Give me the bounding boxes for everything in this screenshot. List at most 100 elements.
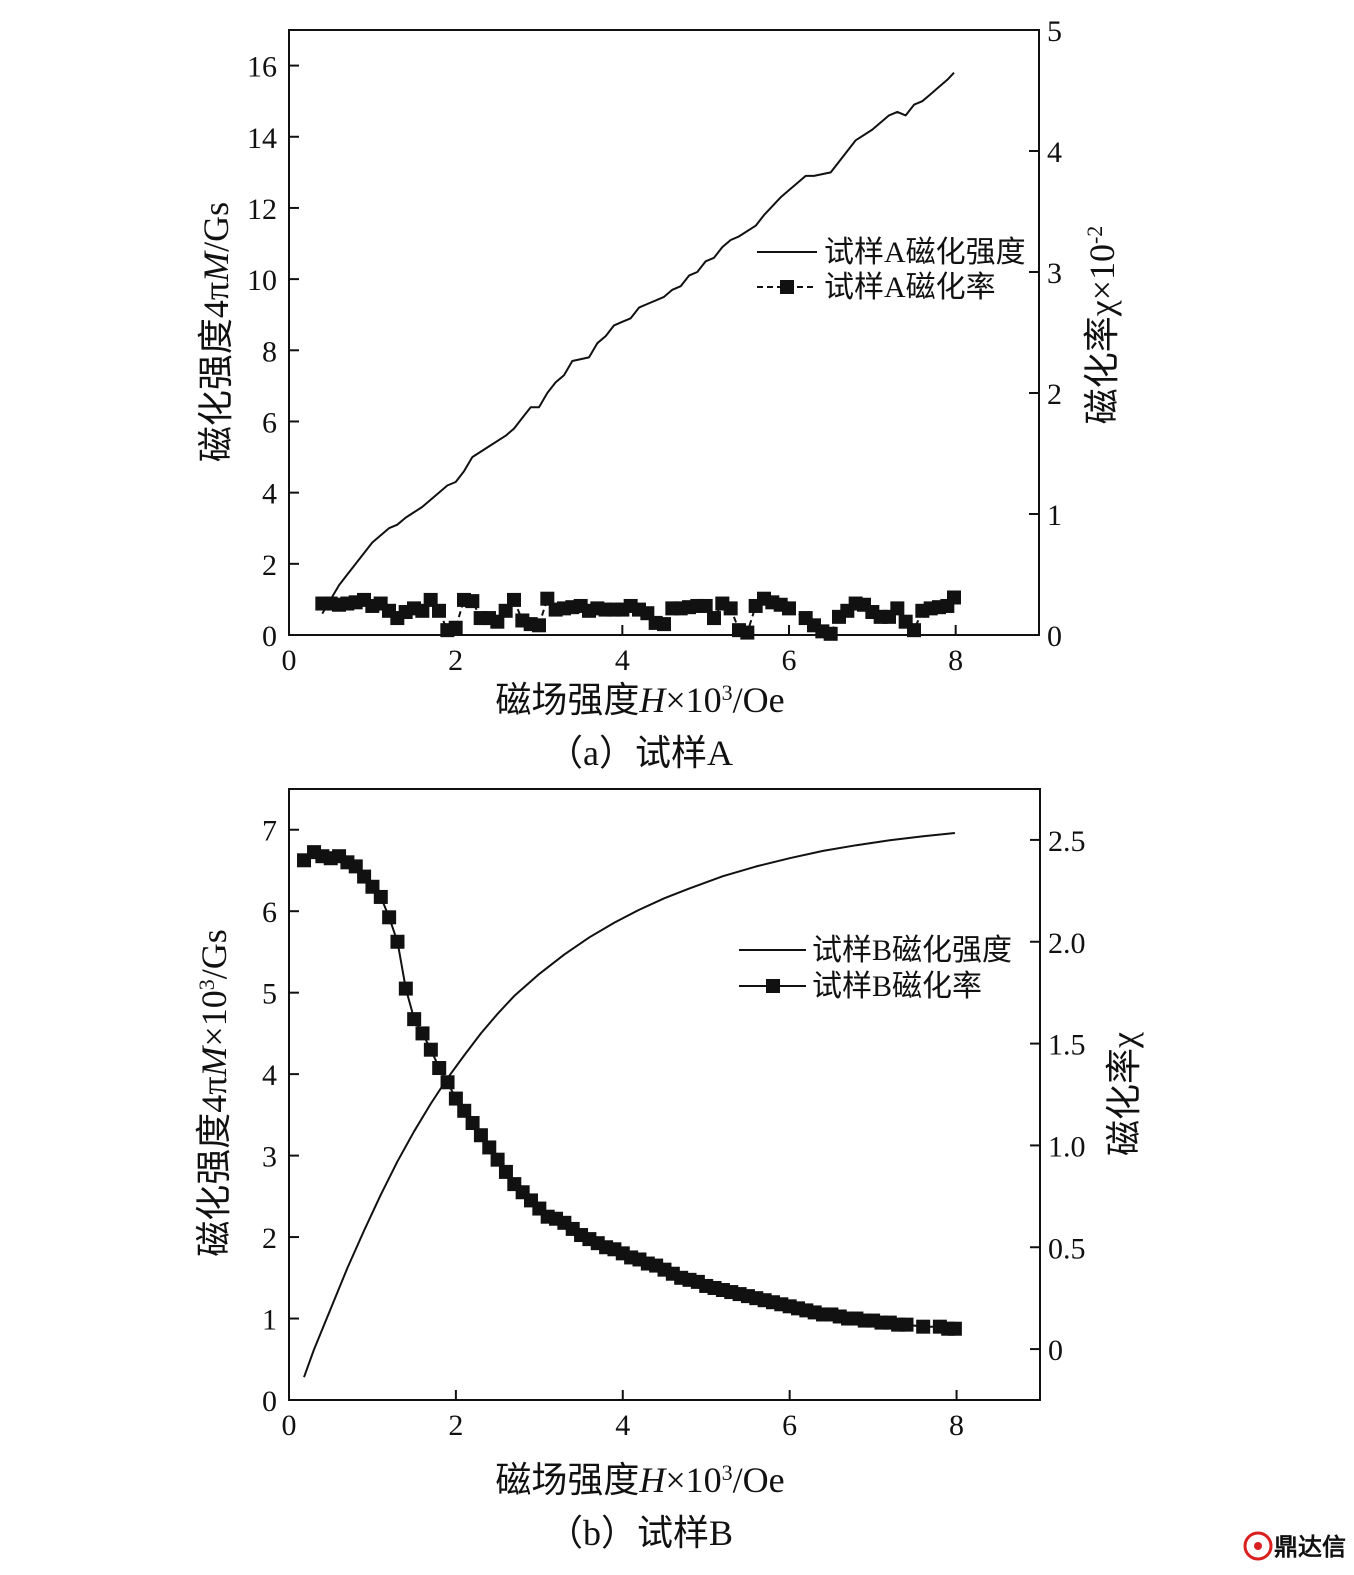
panel-a-x-label-var: H [638,680,667,720]
legend-sample-a-magnetization-label: 试样A磁化强度 [824,236,1026,269]
series-a-1-point [540,591,555,606]
watermark-logo-dot [1254,1542,1262,1550]
panel-b-x-label-exp: 3 [722,1460,733,1485]
series-b-1-point [498,1164,513,1179]
series-a-1-point [707,611,721,626]
left-y-tick-label: 4 [262,478,277,511]
left-y-tick-label: 10 [247,264,277,297]
right-y-tick-label: 1 [1047,499,1062,532]
panel-a-legend: 试样A磁化强度 试样A磁化率 [757,236,1026,304]
right-y-tick-label: 2.5 [1048,825,1086,858]
panel-a-x-label-mult: ×10 [665,680,721,720]
left-y-tick-label: 6 [262,406,277,439]
series-b-1-point [432,1061,447,1076]
panel-a-caption: （a）试样A [547,733,733,773]
panel-b-left-y-axis-label: 磁化强度4πM×103/Gs [194,929,235,1257]
series-a-1-point [423,592,438,607]
series-a-1-point [723,601,738,616]
right-y-tick-label: 0.5 [1048,1232,1086,1265]
panel-a-x-label-text: 磁场强度 [495,680,639,720]
series-b-1-point [407,1012,422,1027]
series-a-1-point [448,620,463,635]
legend-sample-a-susceptibility-marker [780,280,794,294]
left-y-tick-label: 0 [262,1385,277,1418]
series-b-1-point [947,1321,962,1336]
panel-b-left-label-text: 磁化强度4π [194,1077,234,1257]
panel-a-left-label-text: 磁化强度4π [196,282,236,462]
series-a-1-point [532,618,546,633]
series-b-0-line [303,832,956,1378]
right-y-tick-label: 1.5 [1048,1029,1086,1062]
x-tick-label: 8 [949,1409,964,1442]
panel-b-left-label-exp: 3 [194,979,219,990]
series-a-1-point [907,623,921,638]
series-a-1-point [465,594,480,609]
series-b-1-point [390,934,405,949]
panel-a-x-axis-label: 磁场强度H×103/Oe [495,680,784,721]
x-tick-label: 6 [782,644,797,677]
left-y-tick-label: 6 [262,896,277,929]
panel-b-left-label-mult: ×10 [194,990,234,1046]
panel-a-right-y-ticks: 0 1 2 3 4 5 [1029,15,1062,653]
panel-b-x-label-mult: ×10 [665,1460,721,1500]
left-y-tick-label: 1 [262,1304,277,1337]
panel-a-right-label-text: 磁化率χ×10 [1082,244,1122,424]
series-a-0-line [321,72,955,615]
panel-a-left-y-ticks: 0 2 4 6 8 10 12 14 16 [247,51,299,653]
series-b-1-point [373,889,388,904]
series-a-1-point [947,590,961,605]
series-a-1-point [490,614,505,629]
right-y-tick-label: 0 [1048,1334,1063,1367]
right-y-tick-label: 2.0 [1048,927,1086,960]
series-b-1-point [482,1140,497,1155]
panel-a-left-label-var: M [196,250,236,283]
panel-b-x-ticks: 0 2 4 6 8 [282,1390,964,1442]
left-y-tick-label: 3 [262,1141,277,1174]
panel-a-x-label-exp: 3 [722,680,733,705]
x-tick-label: 6 [782,1409,797,1442]
x-tick-label: 0 [282,1409,297,1442]
right-y-tick-label: 3 [1047,257,1062,290]
series-b-1-point [415,1026,430,1041]
right-y-tick-label: 5 [1047,15,1062,48]
panel-a-right-label-exp: -2 [1082,226,1107,244]
panel-a-left-y-axis-label: 磁化强度4πM/Gs [196,202,236,462]
series-b-1-point [490,1152,505,1167]
left-y-tick-label: 7 [262,815,277,848]
x-tick-label: 2 [448,644,463,677]
left-y-tick-label: 14 [247,122,277,155]
series-a-1-point [890,601,905,616]
panel-a-x-label-unit: /Oe [733,680,785,720]
watermark: 鼎达信 [1243,1531,1346,1561]
left-y-tick-label: 8 [262,335,277,368]
x-tick-label: 2 [448,1409,463,1442]
legend-sample-a-susceptibility-label: 试样A磁化率 [824,271,996,304]
series-b-1-point [465,1116,480,1131]
left-y-tick-label: 12 [247,193,277,226]
series-b-1-point [440,1075,455,1090]
panel-b-right-y-ticks: 0 0.5 1.0 1.5 2.0 2.5 [1030,825,1086,1367]
panel-b-right-y-axis-label: 磁化率χ [1104,1032,1144,1156]
series-b-1-point [382,910,397,925]
left-y-tick-label: 4 [262,1059,277,1092]
panel-b-x-label-unit: /Oe [733,1460,785,1500]
panel-b-x-label-var: H [638,1460,667,1500]
panel-a-left-label-unit: /Gs [196,202,236,252]
x-tick-label: 4 [615,1409,630,1442]
series-a-1-point [698,598,713,613]
series-b-1-point [473,1128,488,1143]
series-b-1-point [398,981,413,996]
panel-a-frame [288,29,1040,636]
panel-b-left-label-var: M [194,1045,234,1078]
panel-b-left-y-ticks: 0 1 2 3 4 5 6 7 [262,815,299,1418]
right-y-tick-label: 1.0 [1048,1130,1086,1163]
series-a-1-point [823,626,838,641]
watermark-logo-icon [1243,1531,1273,1561]
watermark-text: 鼎达信 [1274,1533,1346,1561]
series-a-1-point [498,603,513,618]
series-b-1-point [916,1319,931,1334]
panel-a-x-ticks: 0 2 4 6 8 [282,625,963,677]
series-a-1-point [432,603,446,618]
series-b-1-point [448,1091,463,1106]
